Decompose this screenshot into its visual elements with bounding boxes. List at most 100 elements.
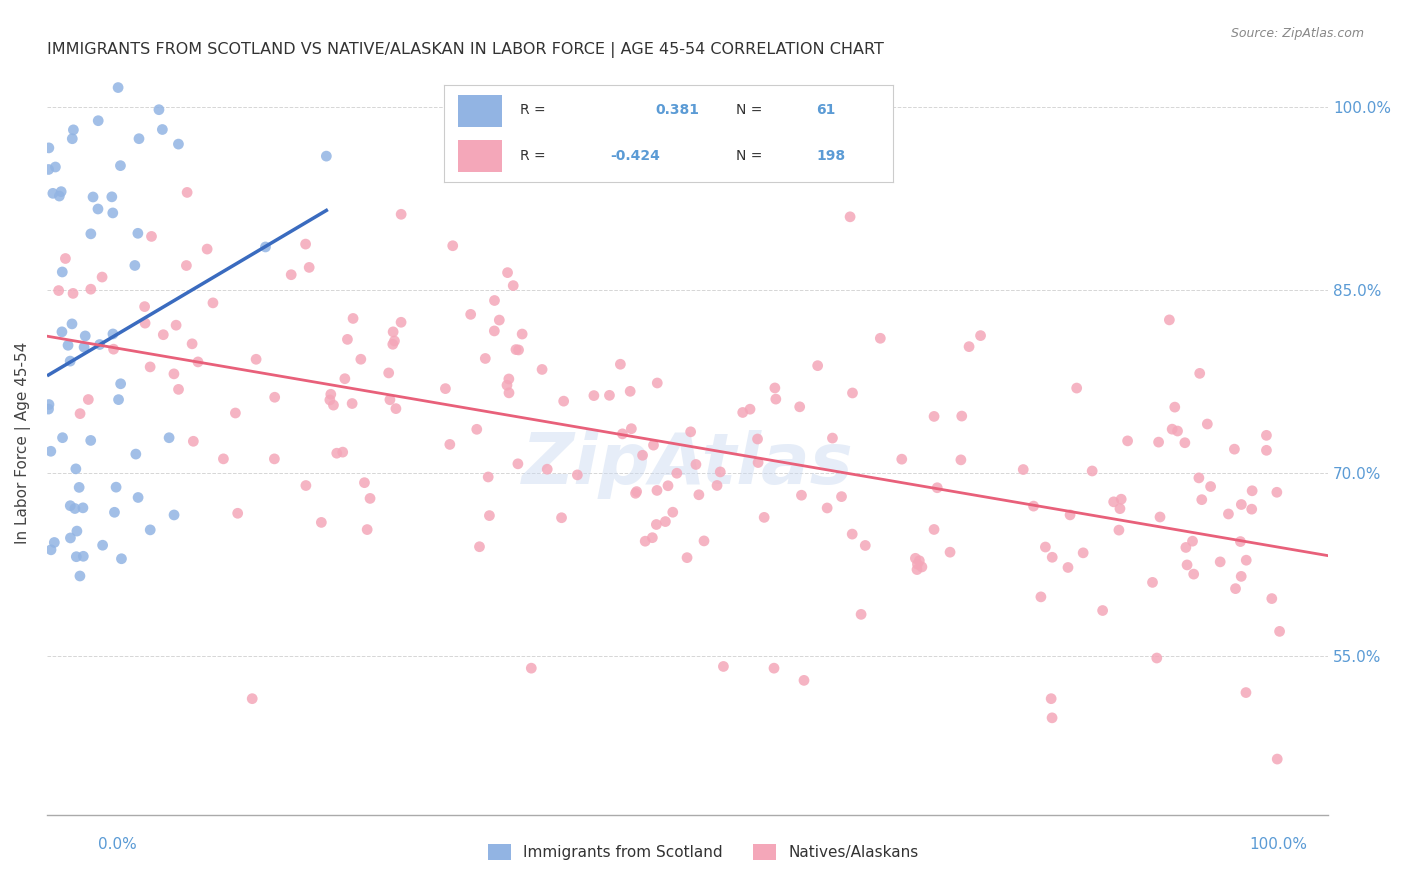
Point [679,425,702,439]
Point [905,563,928,577]
Point [731,405,754,419]
Point [336,332,359,346]
Point [72,549,94,564]
Point [101,326,124,341]
Point [1188,471,1211,485]
Point [110,376,132,391]
Point [612,426,634,441]
Point [1174,541,1197,555]
Point [790,488,813,502]
Point [80,434,103,448]
Point [927,481,949,495]
Point [1091,603,1114,617]
Point [763,661,786,675]
Point [496,266,519,280]
Point [38,398,60,412]
Point [157,431,180,445]
Point [91,538,114,552]
Point [42,186,65,201]
Point [478,508,501,523]
Point [1182,567,1205,582]
Point [626,484,648,499]
Point [59,499,82,513]
Point [311,516,333,530]
Point [763,381,786,395]
Point [484,324,506,338]
Point [44,160,66,174]
Point [103,342,125,356]
Point [510,326,533,341]
Point [468,540,491,554]
Point [477,470,499,484]
Point [890,452,912,467]
Point [645,376,668,390]
Point [333,372,356,386]
Point [1181,534,1204,549]
Point [484,293,506,308]
Point [110,159,132,173]
Point [508,343,530,357]
Point [922,409,945,424]
Point [65,549,87,564]
Point [67,480,90,494]
Point [688,488,710,502]
Point [1261,591,1284,606]
Point [125,447,148,461]
Point [661,505,683,519]
Point [152,327,174,342]
Point [356,523,378,537]
Point [1071,546,1094,560]
Point [1159,313,1181,327]
Point [505,343,527,357]
Point [1174,435,1197,450]
Point [1197,417,1219,431]
Point [39,542,62,557]
Point [1265,485,1288,500]
Point [1268,624,1291,639]
Point [645,483,668,498]
Point [598,388,620,402]
Point [49,185,72,199]
Point [378,392,401,407]
Point [793,673,815,688]
Point [765,392,787,406]
Point [134,300,156,314]
Point [520,661,543,675]
Point [957,340,980,354]
Point [706,478,728,492]
Point [350,352,373,367]
Point [1040,711,1063,725]
Point [904,551,927,566]
Point [1081,464,1104,478]
Point [38,162,60,177]
Point [939,545,962,559]
Point [163,367,186,381]
Point [1234,685,1257,699]
Point [1167,424,1189,438]
Point [911,560,934,574]
Point [165,318,187,333]
Text: 100.0%: 100.0% [1250,838,1308,852]
Point [498,385,520,400]
Point [150,122,173,136]
Point [747,456,769,470]
Point [553,394,575,409]
Point [1102,495,1125,509]
Point [434,382,457,396]
Point [263,451,285,466]
Point [969,328,991,343]
Point [1256,443,1278,458]
Point [1142,575,1164,590]
Point [654,515,676,529]
Text: ZipAtlas: ZipAtlas [522,430,853,500]
Point [101,190,124,204]
Point [1256,428,1278,442]
Point [295,478,318,492]
Text: 0.0%: 0.0% [98,838,138,852]
Point [567,467,589,482]
Point [89,337,111,351]
Point [60,132,83,146]
Point [315,149,337,163]
Text: IMMIGRANTS FROM SCOTLAND VS NATIVE/ALASKAN IN LABOR FORCE | AGE 45-54 CORRELATIO: IMMIGRANTS FROM SCOTLAND VS NATIVE/ALASK… [46,42,884,58]
Point [1012,462,1035,476]
